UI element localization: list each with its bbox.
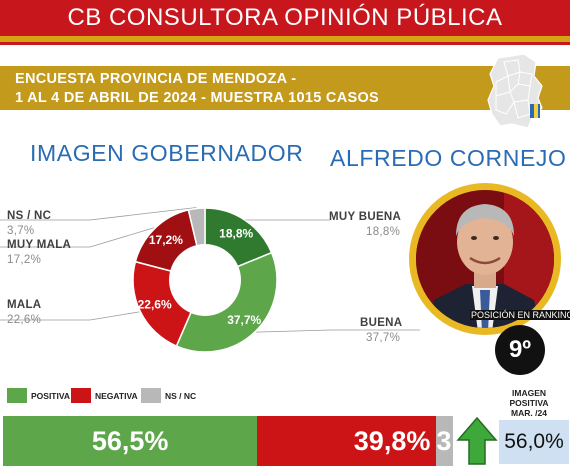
heading-imagen-gobernador: IMAGEN GOBERNADOR	[30, 140, 304, 166]
callout-line	[256, 329, 420, 333]
mendoza-map-icon	[487, 53, 543, 129]
legend-label-positiva: POSITIVA	[31, 391, 71, 401]
category-name-muy-buena: MUY BUENA	[329, 211, 402, 223]
category-value-buena: 37,7%	[366, 332, 401, 344]
donut-chart: 18,8% 37,7% 22,6% 17,2%	[0, 207, 420, 353]
bar-segment-positiva	[3, 416, 258, 466]
donut-hole	[169, 244, 241, 316]
category-value-mala: 22,6%	[7, 314, 42, 326]
bar-segment-nsnc	[436, 416, 453, 466]
category-name-nsnc: NS / NC	[7, 210, 52, 222]
ranking-label: POSICIÓN EN RANKING	[470, 310, 570, 320]
legend-label-nsnc: NS / NC	[165, 391, 197, 401]
header-stripe-red	[0, 42, 570, 45]
up-arrow-icon	[456, 416, 498, 465]
callout-line	[239, 218, 330, 221]
header-stripe-gold	[0, 36, 570, 42]
survey-line-1: ENCUESTA PROVINCIA DE MENDOZA -	[15, 71, 297, 87]
slice-label: 17,2%	[149, 233, 183, 247]
slice-labels: 18,8% 37,7% 22,6% 17,2%	[138, 226, 262, 326]
bar-label-positiva: 56,5%	[91, 426, 169, 456]
legend-swatch-positiva	[7, 388, 27, 403]
callout-line	[0, 227, 155, 248]
previous-value-box	[499, 420, 569, 464]
category-name-muy-mala: MUY MALA	[7, 239, 72, 251]
slice-label: 37,7%	[227, 313, 261, 327]
previous-value: 56,0%	[504, 430, 564, 453]
category-value-muy-mala: 17,2%	[7, 254, 42, 266]
category-value-nsnc: 3,7%	[7, 225, 35, 237]
legend-label-negativa: NEGATIVA	[95, 391, 138, 401]
legend-swatch-negativa	[71, 388, 91, 403]
legend-swatch-nsnc	[141, 388, 161, 403]
previous-label-line-3: MAR. /24	[511, 408, 547, 418]
category-name-mala: MALA	[7, 299, 42, 311]
ranking-value: 9º	[508, 336, 532, 363]
stacked-bar: 56,5% 39,8% 3,7	[3, 416, 453, 466]
header-bar	[0, 0, 570, 36]
callout-line	[0, 207, 197, 221]
category-value-muy-buena: 18,8%	[366, 226, 401, 238]
callout-lines	[0, 207, 420, 333]
bar-label-negativa: 39,8%	[353, 426, 431, 456]
slice-label: 18,8%	[219, 226, 253, 240]
slice-label: 22,6%	[138, 297, 172, 311]
previous-image-label: IMAGEN POSITIVA MAR. /24	[496, 388, 562, 418]
bar-segment-negativa	[257, 416, 437, 466]
callout-line	[0, 311, 140, 321]
heading-candidate-name: ALFREDO CORNEJO	[330, 145, 567, 171]
survey-line-2: 1 AL 4 DE ABRIL DE 2024 - MUESTRA 1015 C…	[15, 90, 379, 106]
bar-label-nsnc: 3,7	[436, 426, 453, 456]
ranking-badge	[495, 325, 545, 375]
survey-band: ENCUESTA PROVINCIA DE MENDOZA - 1 AL 4 D…	[0, 66, 570, 110]
previous-label-line-2: POSITIVA	[509, 398, 549, 408]
consultora-title: CB CONSULTORA OPINIÓN PÚBLICA	[67, 4, 503, 31]
category-name-buena: BUENA	[360, 317, 403, 329]
previous-label-line-1: IMAGEN	[512, 388, 546, 398]
